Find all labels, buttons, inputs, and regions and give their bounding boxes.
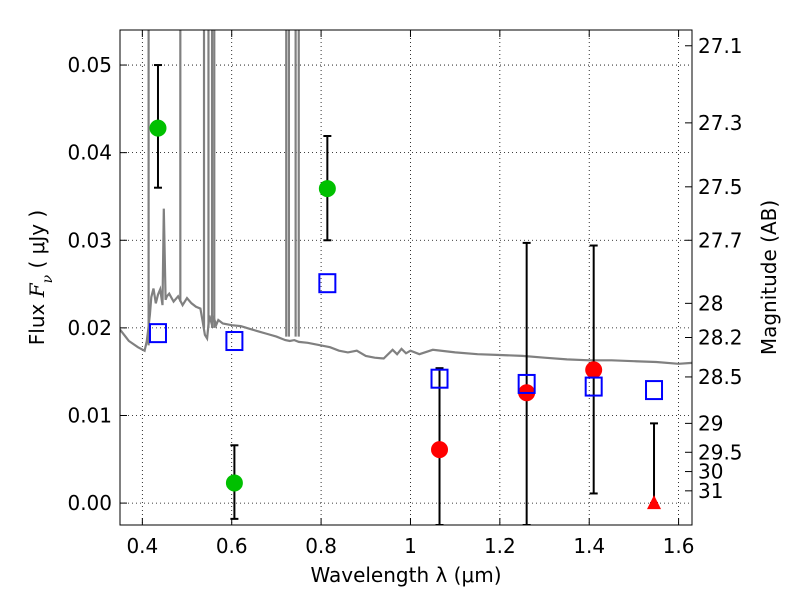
model-photometry-point	[148, 323, 167, 344]
y2-axis-label: Magnitude (AB)	[757, 200, 781, 355]
x-tick-label: 0.4	[126, 534, 158, 558]
x-tick-label: 0.6	[216, 534, 248, 558]
magnitude-tick-label: 31	[698, 479, 723, 503]
x-tick-label: 1.4	[573, 534, 605, 558]
magnitude-tick-label: 29.5	[698, 440, 743, 464]
y-tick-label: 0.00	[67, 491, 112, 515]
magnitude-tick-label: 30	[698, 460, 723, 484]
y-axis-label: Flux Fν ( μJy )	[25, 210, 56, 345]
x-tick-label: 1	[404, 534, 417, 558]
model-photometry-point	[584, 376, 603, 397]
axis-ticks: 0.4 0.6 0.8 1 1.2 1.4 1.6 0.00 0.01 0.02 0.03 0.04 0…	[67, 30, 743, 558]
magnitude-tick-label: 28.5	[698, 365, 743, 389]
y-tick-label: 0.04	[67, 141, 112, 165]
data-point	[318, 180, 336, 198]
y-tick-label: 0.01	[67, 403, 112, 427]
model-photometry-point	[645, 380, 664, 401]
magnitude-tick-label: 27.5	[698, 175, 743, 199]
grid-lines	[120, 30, 692, 525]
plot-area	[120, 30, 692, 525]
magnitude-tick-label: 28.2	[698, 326, 743, 350]
y-tick-label: 0.03	[67, 228, 112, 252]
y-tick-label: 0.05	[67, 53, 112, 77]
data-point	[225, 474, 243, 492]
magnitude-tick-label: 28	[698, 291, 723, 315]
data-point	[431, 441, 449, 459]
model-spectrum-line	[120, 208, 692, 365]
model-photometry-point	[430, 368, 449, 389]
model-photometry-point	[318, 273, 337, 294]
x-tick-label: 0.8	[305, 534, 337, 558]
magnitude-tick-label: 27.7	[698, 228, 743, 252]
plot-frame	[119, 29, 693, 526]
magnitude-tick-label: 27.3	[698, 111, 743, 135]
model-photometry-point	[225, 331, 244, 352]
x-tick-label: 1.2	[484, 534, 516, 558]
magnitude-tick-label: 29	[698, 411, 723, 435]
magnitude-tick-label: 27.1	[698, 34, 743, 58]
x-tick-label: 1.6	[663, 534, 695, 558]
data-point	[149, 119, 167, 137]
upper-limit-point	[647, 495, 662, 510]
y-tick-label: 0.02	[67, 316, 112, 340]
model-photometry-point	[517, 373, 536, 394]
x-axis-label: Wavelength λ (μm)	[310, 563, 501, 587]
data-point	[585, 361, 603, 379]
